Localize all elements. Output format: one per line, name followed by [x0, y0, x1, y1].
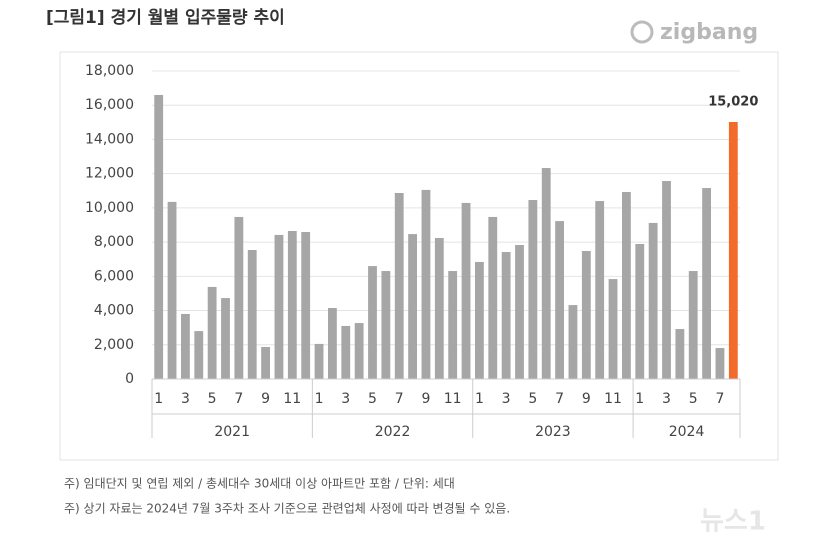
bar: [675, 329, 685, 379]
x-tick-label: 1: [154, 391, 163, 407]
bar: [608, 279, 618, 379]
chart-title: [그림1] 경기 월별 입주물량 추이: [46, 8, 285, 28]
bar: [368, 266, 377, 379]
bar: [688, 271, 698, 379]
y-tick-label: 2,000: [94, 337, 134, 353]
x-tick-label: 1: [635, 391, 644, 407]
bar: [180, 313, 190, 379]
bar: [234, 216, 244, 379]
brand: zigbang: [660, 20, 758, 45]
bar: [501, 252, 511, 379]
x-tick-label: 5: [689, 391, 698, 407]
y-tick-label: 8,000: [94, 234, 134, 250]
bar: [341, 325, 351, 379]
bar: [568, 305, 578, 379]
bar: [154, 94, 164, 379]
chart-frame: [59, 51, 779, 461]
bar: [648, 222, 658, 379]
group-label: 2021: [214, 424, 250, 440]
x-tick-label: 9: [261, 391, 270, 407]
bar: [461, 202, 471, 379]
x-tick-label: 1: [315, 391, 324, 407]
bar: [515, 245, 524, 379]
watermark: 뉴스1: [700, 507, 766, 537]
bar: [194, 331, 204, 379]
x-tick-label: 7: [715, 391, 724, 407]
bar: [354, 323, 364, 379]
bar: [595, 201, 605, 379]
y-tick-label: 18,000: [85, 63, 134, 79]
bar: [247, 249, 257, 379]
bar: [207, 286, 217, 379]
bar: [421, 189, 431, 379]
x-tick-label: 7: [234, 391, 243, 407]
x-tick-label: 5: [208, 391, 217, 407]
bar: [715, 348, 725, 379]
y-tick-label: 14,000: [85, 131, 134, 147]
brand-icon: [630, 20, 654, 44]
bar: [408, 234, 418, 379]
bar: [167, 201, 177, 379]
bar: [314, 343, 324, 379]
x-tick-label: 5: [528, 391, 537, 407]
bar: [555, 221, 565, 379]
x-tick-label: 11: [444, 391, 462, 407]
bar: [635, 243, 645, 379]
x-tick-label: 3: [341, 391, 350, 407]
bar: [274, 234, 284, 379]
y-tick-label: 4,000: [94, 303, 134, 319]
note: 주) 상기 자료는 2024년 7월 3주차 조사 기준으로 관련업체 사정에 …: [64, 502, 510, 516]
x-tick-label: 11: [283, 391, 301, 407]
y-tick-label: 6,000: [94, 268, 134, 284]
x-tick-label: 7: [555, 391, 564, 407]
value-label: 15,020: [708, 94, 758, 109]
x-tick-label: 7: [395, 391, 404, 407]
x-tick-label: 3: [662, 391, 671, 407]
bar: [528, 200, 538, 379]
bar: [541, 168, 551, 379]
note: 주) 임대단지 및 연립 제외 / 총세대수 30세대 이상 아파트만 포함 /…: [64, 477, 455, 491]
x-tick-label: 5: [368, 391, 377, 407]
x-tick-label: 1: [475, 391, 484, 407]
y-tick-label: 0: [125, 371, 134, 387]
bar: [434, 238, 444, 379]
group-label: 2024: [669, 424, 705, 440]
x-tick-label: 3: [502, 391, 511, 407]
group-label: 2023: [535, 424, 571, 440]
group-label: 2022: [375, 424, 411, 440]
bar: [488, 216, 498, 379]
bar: [474, 261, 484, 379]
bar: [301, 232, 311, 379]
bar: [287, 230, 297, 379]
bar: [381, 271, 391, 379]
x-tick-label: 9: [421, 391, 430, 407]
bar: [662, 181, 671, 379]
bar: [581, 251, 591, 379]
y-tick-label: 10,000: [85, 200, 134, 216]
x-tick-label: 3: [181, 391, 190, 407]
bar: [448, 271, 458, 379]
y-tick-label: 12,000: [85, 166, 134, 182]
bar: [327, 307, 337, 379]
y-tick-label: 16,000: [85, 97, 134, 113]
bar: [394, 193, 404, 379]
bar: [702, 188, 712, 379]
x-tick-label: 9: [582, 391, 591, 407]
bar: [261, 347, 271, 379]
bar: [728, 121, 738, 379]
bar: [221, 298, 230, 379]
bar: [621, 191, 631, 379]
x-tick-label: 11: [604, 391, 622, 407]
